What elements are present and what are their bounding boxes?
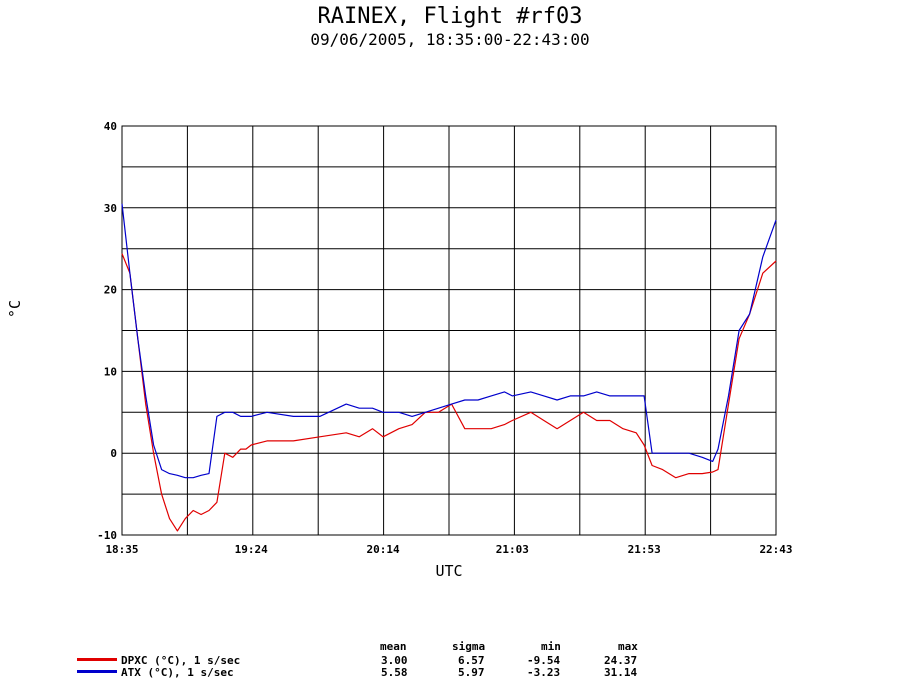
chart-subtitle: 09/06/2005, 18:35:00-22:43:00 bbox=[310, 30, 590, 49]
y-tick-label: 30 bbox=[104, 202, 117, 215]
x-tick-label: 19:24 bbox=[235, 543, 268, 556]
y-tick-label: -10 bbox=[97, 529, 117, 542]
series-line-dpxc bbox=[121, 253, 777, 532]
chart-title: RAINEX, Flight #rf03 bbox=[317, 4, 583, 29]
x-tick-label: 20:14 bbox=[367, 543, 400, 556]
stat-dpxc-max: 24.37 bbox=[604, 654, 638, 667]
legend-label-atx: ATX (°C), 1 s/sec bbox=[121, 666, 234, 679]
stats-header-max: max bbox=[618, 640, 638, 653]
y-axis-label: °C bbox=[6, 299, 24, 318]
legend-swatch-atx bbox=[77, 670, 117, 673]
legend-label-dpxc: DPXC (°C), 1 s/sec bbox=[121, 654, 241, 667]
x-tick-label: 22:43 bbox=[759, 543, 792, 556]
y-tick-label: 10 bbox=[104, 365, 117, 378]
stat-dpxc-sigma: 6.57 bbox=[458, 654, 485, 667]
stat-atx-max: 31.14 bbox=[604, 666, 638, 679]
x-tick-label: 21:53 bbox=[628, 543, 661, 556]
x-tick-label: 21:03 bbox=[496, 543, 529, 556]
legend-swatch-dpxc bbox=[77, 658, 117, 661]
stat-atx-sigma: 5.97 bbox=[458, 666, 485, 679]
stats-header-min: min bbox=[541, 640, 561, 653]
stats-header-mean: mean bbox=[380, 640, 407, 653]
stat-dpxc-mean: 3.00 bbox=[381, 654, 408, 667]
stat-atx-mean: 5.58 bbox=[381, 666, 408, 679]
y-tick-label: 20 bbox=[104, 284, 117, 297]
series-line-atx bbox=[121, 203, 777, 479]
stat-dpxc-min: -9.54 bbox=[527, 654, 561, 667]
x-tick-label: 18:35 bbox=[105, 543, 138, 556]
y-tick-label: 40 bbox=[104, 120, 117, 133]
y-tick-label: 0 bbox=[110, 447, 117, 460]
stats-header-sigma: sigma bbox=[452, 640, 486, 653]
stat-atx-min: -3.23 bbox=[527, 666, 561, 679]
x-axis-label: UTC bbox=[435, 562, 462, 580]
